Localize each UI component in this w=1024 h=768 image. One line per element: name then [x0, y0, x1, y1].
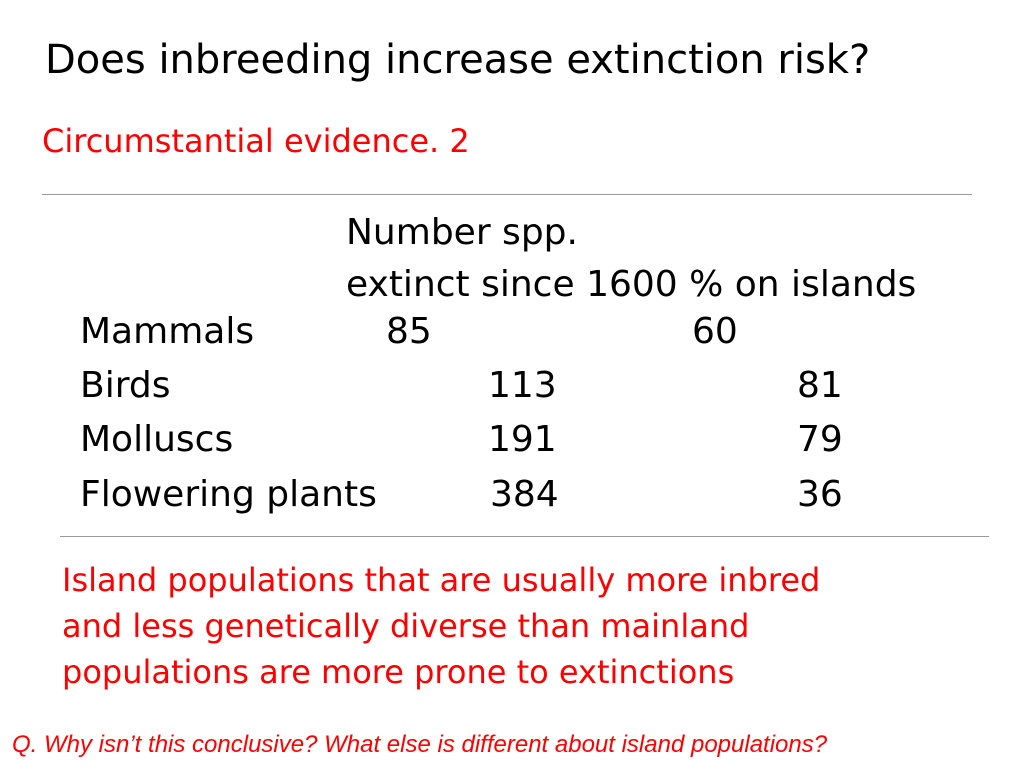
row-extinct-count: 113 [488, 365, 557, 406]
discussion-question: Q. Why isn’t this conclusive? What else … [12, 731, 828, 758]
conclusion-note: Island populations that are usually more… [62, 557, 962, 695]
row-island-percent: 81 [797, 365, 843, 406]
row-extinct-count: 85 [386, 311, 432, 352]
slide-subtitle: Circumstantial evidence. 2 [42, 122, 470, 160]
note-line: Island populations that are usually more… [62, 561, 821, 599]
row-group-label: Molluscs [80, 419, 234, 460]
row-island-percent: 79 [797, 419, 843, 460]
slide-title: Does inbreeding increase extinction risk… [45, 37, 871, 83]
table-header-line-1: Number spp. [346, 212, 578, 253]
row-island-percent: 60 [692, 311, 738, 352]
table-header-line-2: extinct since 1600 % on islands [346, 264, 917, 305]
row-group-label: Flowering plants [80, 474, 377, 515]
note-line: and less genetically diverse than mainla… [62, 607, 750, 645]
divider-top [42, 194, 972, 195]
divider-bottom [60, 536, 989, 537]
note-line: populations are more prone to extinction… [62, 653, 735, 691]
row-island-percent: 36 [797, 474, 843, 515]
row-extinct-count: 384 [490, 474, 559, 515]
row-group-label: Birds [80, 365, 171, 406]
row-group-label: Mammals [80, 311, 255, 352]
row-extinct-count: 191 [488, 419, 557, 460]
